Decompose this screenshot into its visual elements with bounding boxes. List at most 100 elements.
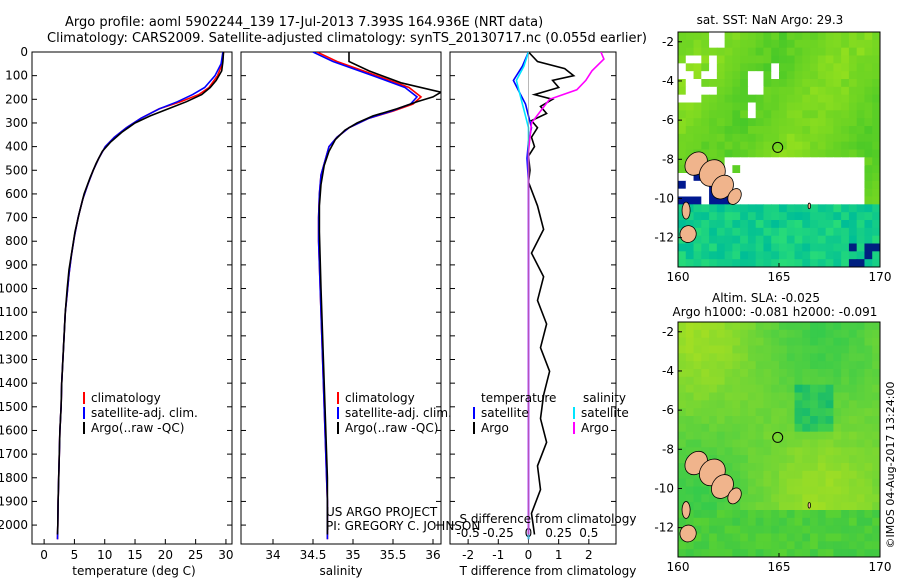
- map-cell: [779, 94, 788, 104]
- map-cell: [794, 361, 803, 370]
- map-cell: [802, 235, 811, 245]
- map-cell: [709, 55, 718, 64]
- map-cell: [740, 196, 749, 205]
- map-cell: [763, 212, 772, 221]
- map-cell: [864, 478, 873, 488]
- map-cell: [747, 478, 757, 488]
- map-cell: [740, 157, 749, 166]
- map-cell: [841, 196, 850, 205]
- map-cell: [802, 39, 811, 49]
- map-cell: [678, 376, 687, 386]
- map-cell: [693, 416, 702, 425]
- map-cell: [732, 39, 741, 49]
- map-cell: [841, 220, 850, 229]
- map-cell: [825, 510, 834, 519]
- map-cell: [724, 86, 733, 96]
- map-cell: [724, 423, 733, 433]
- map-cell: [794, 416, 803, 425]
- map-cell: [709, 110, 718, 119]
- map-cell: [856, 478, 866, 488]
- map-cell: [755, 251, 765, 260]
- map-cell: [747, 400, 757, 409]
- map-cell: [771, 165, 780, 174]
- map-cell: [724, 322, 733, 331]
- map-cell: [786, 353, 796, 362]
- map-cell: [786, 220, 796, 229]
- map-cell: [779, 251, 788, 260]
- map-cell: [825, 376, 834, 386]
- map-cell: [779, 525, 788, 535]
- map-cell: [833, 502, 842, 511]
- map-cell: [693, 431, 702, 441]
- map-cell: [678, 463, 687, 472]
- map-cell: [701, 55, 710, 64]
- map-cell: [701, 384, 710, 394]
- map-cell: [740, 361, 749, 370]
- map-cell: [678, 455, 687, 464]
- map-cell: [802, 502, 811, 511]
- map-cell: [779, 463, 788, 472]
- map-cell: [817, 494, 827, 503]
- map-cell: [841, 63, 850, 72]
- map-cell: [701, 204, 710, 213]
- map-cell: [732, 157, 741, 166]
- map-cell: [779, 180, 788, 190]
- map-cell: [685, 439, 695, 448]
- map-cell: [701, 486, 710, 495]
- map-cell: [848, 259, 858, 267]
- map-cell: [732, 525, 741, 535]
- map-cell: [701, 32, 710, 41]
- map-cell: [740, 322, 749, 331]
- map-cell: [848, 47, 858, 57]
- map-cell: [747, 322, 757, 331]
- map-cell: [810, 110, 819, 119]
- map-cell: [685, 376, 695, 386]
- x-tick-label: 25: [188, 548, 203, 562]
- map-cell: [817, 188, 827, 198]
- map-cell: [779, 47, 788, 57]
- map-cell: [747, 47, 757, 57]
- map-cell: [810, 235, 819, 245]
- map-cell: [856, 376, 866, 386]
- map-cell: [779, 55, 788, 64]
- map-cell: [763, 63, 772, 72]
- map-y-tick-label: -12: [654, 521, 674, 535]
- map-cell: [817, 361, 827, 370]
- map-cell: [825, 431, 834, 441]
- map-cell: [747, 71, 757, 80]
- map-cell: [825, 400, 834, 409]
- map-cell: [740, 431, 749, 441]
- island: [679, 225, 697, 243]
- map-cell: [810, 204, 819, 213]
- map-cell: [841, 322, 850, 331]
- map-cell: [833, 392, 842, 401]
- map-cell: [810, 439, 819, 448]
- map-cell: [841, 337, 850, 347]
- map-cell: [802, 478, 811, 488]
- y-tick-label: 500: [5, 163, 28, 177]
- map-cell: [856, 517, 866, 527]
- map-cell: [779, 416, 788, 425]
- map-cell: [794, 447, 803, 456]
- y-tick-label: 200: [5, 92, 28, 106]
- map-cell: [802, 533, 811, 542]
- map-cell: [747, 439, 757, 448]
- map-cell: [763, 517, 772, 527]
- map-cell: [724, 149, 733, 158]
- map-cell: [732, 251, 741, 260]
- map-cell: [872, 94, 880, 104]
- map-cell: [786, 110, 796, 119]
- map-cell: [709, 369, 718, 378]
- map-cell: [755, 79, 765, 88]
- map-cell: [864, 86, 873, 96]
- map-cell: [856, 63, 866, 72]
- y-tick-label: 0: [20, 45, 28, 59]
- map-cell: [802, 337, 811, 347]
- credits-line2: PI: GREGORY C. JOHNSON: [326, 519, 480, 533]
- map-cell: [856, 110, 866, 119]
- map-cell: [771, 384, 780, 394]
- map-cell: [740, 141, 749, 151]
- map-cell: [709, 243, 718, 252]
- map-cell: [747, 463, 757, 472]
- map-cell: [755, 533, 765, 542]
